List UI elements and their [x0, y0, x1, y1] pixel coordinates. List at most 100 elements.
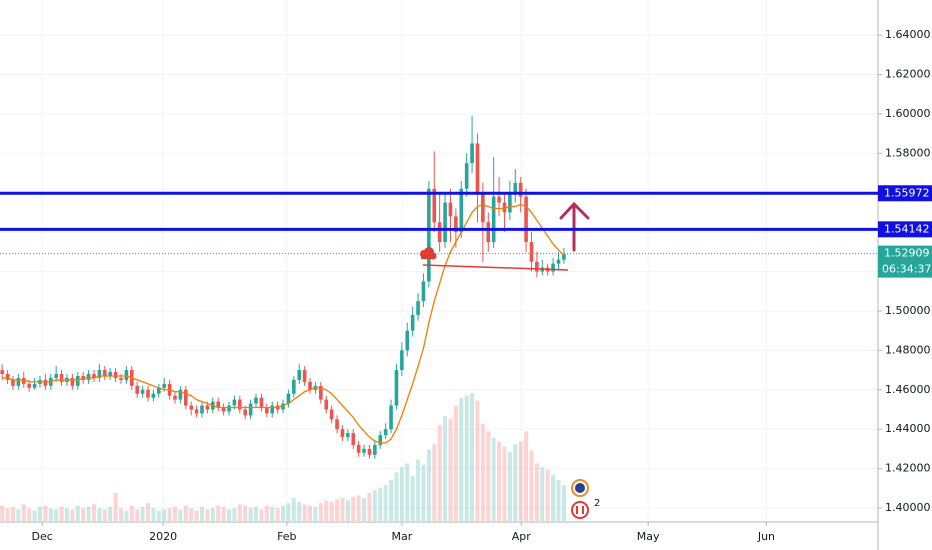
volume-bar	[48, 508, 53, 521]
candle-body	[486, 222, 491, 242]
candle-body	[454, 216, 458, 233]
candle-body	[297, 370, 302, 380]
volume-bar	[113, 492, 118, 521]
volume-bar	[27, 508, 32, 521]
candle-body	[432, 188, 437, 223]
candle-body	[351, 433, 356, 445]
volume-bar	[405, 463, 410, 521]
candle-body	[140, 389, 145, 394]
candle-body	[346, 433, 350, 438]
volume-bar	[389, 480, 394, 521]
candle-body	[383, 429, 388, 436]
volume-bar	[453, 405, 458, 521]
candle-body	[508, 192, 512, 213]
candle-body	[124, 370, 129, 380]
candle-body	[448, 202, 453, 217]
volume-bar	[243, 505, 248, 521]
y-tick-label: 1.44000	[885, 422, 931, 435]
volume-bar	[551, 474, 556, 521]
volume-bar	[291, 497, 296, 521]
volume-bar	[254, 506, 259, 521]
volume-bar	[524, 431, 529, 521]
volume-bar	[497, 441, 502, 521]
event-icon	[571, 479, 589, 519]
volume-pane	[0, 393, 566, 521]
candle-body	[135, 385, 139, 394]
volume-bar	[286, 503, 291, 521]
candle-body	[178, 389, 183, 400]
volume-bar	[151, 508, 156, 521]
candle-body	[389, 405, 393, 430]
volume-bar	[318, 503, 323, 521]
volume-bar	[189, 508, 194, 521]
moving-average	[2, 203, 565, 444]
level-label: 1.55972	[884, 186, 930, 199]
candle-body	[405, 330, 410, 351]
volume-bar	[302, 504, 307, 521]
candle-body	[75, 375, 80, 386]
candle-body	[5, 374, 10, 380]
y-tick-label: 1.58000	[885, 146, 931, 159]
candle-body	[427, 188, 431, 282]
volume-bar	[102, 509, 107, 521]
volume-bar	[70, 509, 75, 521]
volume-bar	[108, 506, 113, 521]
candle-body	[340, 429, 345, 438]
candle-body	[378, 435, 383, 445]
volume-bar	[356, 495, 361, 521]
candle-body	[59, 374, 64, 382]
volume-bar	[416, 459, 421, 521]
y-tick-label: 1.48000	[885, 343, 931, 356]
candle-body	[108, 372, 112, 376]
volume-bar	[281, 505, 286, 521]
volume-bar	[372, 490, 377, 521]
volume-bar	[54, 509, 59, 521]
candle-body	[238, 399, 242, 410]
candle-body	[308, 381, 312, 390]
x-tick-label: Jun	[757, 530, 775, 543]
volume-bar	[21, 504, 26, 521]
volume-bar	[534, 463, 539, 521]
candle-body	[43, 379, 48, 386]
candle-body	[286, 393, 291, 404]
volume-bar	[394, 472, 399, 521]
x-tick-label: Feb	[277, 530, 296, 543]
volume-bar	[32, 510, 37, 521]
candle-body	[562, 253, 566, 260]
candle-body	[475, 143, 480, 193]
volume-bar	[556, 480, 561, 521]
volume-bar	[345, 500, 350, 521]
volume-bar	[118, 508, 123, 521]
candle-body	[248, 403, 253, 416]
candle-body	[367, 448, 372, 455]
candle-body	[529, 241, 534, 262]
volume-bar	[383, 485, 388, 521]
volume-bar	[507, 451, 512, 521]
candle-body	[205, 405, 210, 410]
candle-body	[464, 163, 469, 189]
candle-body	[221, 407, 226, 412]
level-label: 1.54142	[884, 222, 930, 235]
candle-body	[119, 377, 123, 380]
volume-bar	[16, 509, 21, 521]
candle-body	[491, 196, 496, 242]
candle-body	[189, 405, 194, 410]
volume-bar	[421, 464, 426, 521]
volume-bar	[135, 509, 140, 521]
y-tick-label: 1.64000	[885, 28, 931, 41]
volume-bar	[145, 503, 150, 521]
volume-bar	[248, 508, 253, 521]
volume-bar	[156, 510, 161, 521]
last-price-tag	[878, 245, 932, 278]
volume-bar	[480, 423, 485, 521]
candle-body	[329, 409, 334, 420]
candle-body	[324, 399, 329, 410]
candle-body	[146, 389, 150, 398]
volume-bar	[232, 508, 237, 521]
countdown-label: 06:34:37	[882, 263, 931, 276]
volume-bar	[459, 398, 464, 521]
x-tick-label: Apr	[512, 530, 532, 543]
volume-bar	[124, 510, 129, 521]
volume-bar	[167, 508, 172, 521]
